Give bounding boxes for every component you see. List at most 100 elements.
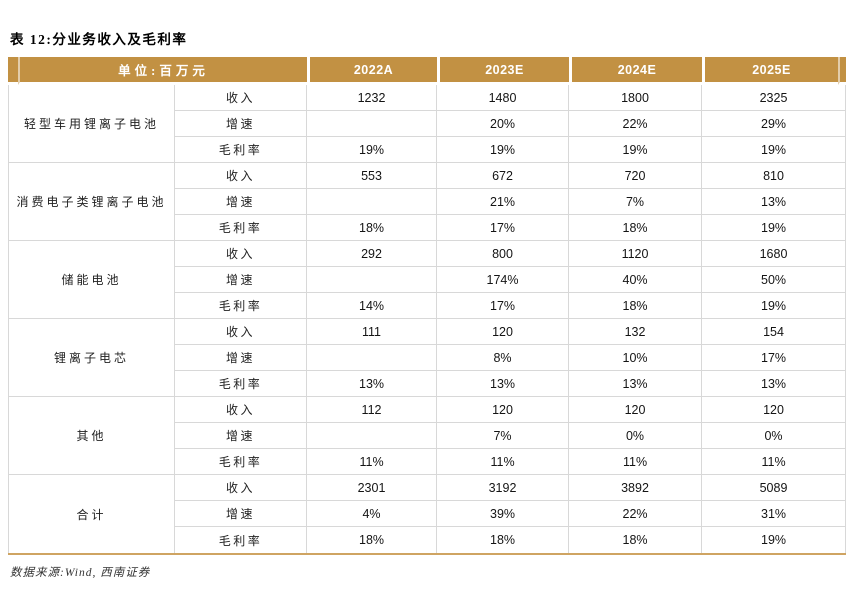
table-cell: 292 xyxy=(307,241,438,267)
unit-header-cell: 单位:百万元 xyxy=(18,57,308,85)
table-cell: 8% xyxy=(437,345,570,371)
table-cell: 111 xyxy=(307,319,438,345)
table-cell: 11% xyxy=(307,449,438,475)
group-name-total: 合计 xyxy=(8,475,175,553)
table-cell: 13% xyxy=(702,371,847,397)
table-cell xyxy=(307,189,438,215)
metric-label: 收入 xyxy=(175,241,308,267)
table-row: 增速 7% 0% 0% xyxy=(8,423,847,449)
segment-revenue-table: 单位:百万元 2022A 2023E 2024E 2025E 轻型车用锂离子电池… xyxy=(8,57,847,555)
table-row: 毛利率 14% 17% 18% 19% xyxy=(8,293,847,319)
table-row: 毛利率 18% 18% 18% 19% xyxy=(8,527,847,553)
table-header-row: 单位:百万元 2022A 2023E 2024E 2025E xyxy=(8,57,847,85)
table-cell: 18% xyxy=(569,527,703,553)
table-cell: 3192 xyxy=(437,475,570,501)
metric-label: 收入 xyxy=(175,163,308,189)
table-cell: 0% xyxy=(569,423,703,449)
table-cell: 13% xyxy=(569,371,703,397)
table-cell: 2325 xyxy=(702,85,847,111)
table-cell: 17% xyxy=(437,293,570,319)
table-cell: 7% xyxy=(569,189,703,215)
table-cell: 14% xyxy=(307,293,438,319)
group-name-other: 其他 xyxy=(8,397,175,475)
table-cell: 19% xyxy=(702,137,847,163)
table-cell: 120 xyxy=(437,319,570,345)
column-header-2023e: 2023E xyxy=(437,57,570,85)
table-cell: 19% xyxy=(702,527,847,553)
table-cell: 672 xyxy=(437,163,570,189)
table-cell: 3892 xyxy=(569,475,703,501)
table-cell: 40% xyxy=(569,267,703,293)
table-cell: 29% xyxy=(702,111,847,137)
metric-label: 收入 xyxy=(175,319,308,345)
header-strip-left xyxy=(8,57,18,85)
table-cell: 4% xyxy=(307,501,438,527)
table-row: 储能电池 收入 292 800 1120 1680 xyxy=(8,241,847,319)
table-row: 锂离子电芯 收入 111 120 132 154 xyxy=(8,319,847,397)
group-name-light-vehicle: 轻型车用锂离子电池 xyxy=(8,85,175,163)
group-name-energy-storage: 储能电池 xyxy=(8,241,175,319)
table-row: 毛利率 11% 11% 11% 11% xyxy=(8,449,847,475)
header-strip-right xyxy=(838,57,847,85)
table-row: 其他 收入 112 120 120 120 xyxy=(8,397,847,475)
metric-label: 增速 xyxy=(175,501,308,527)
table-cell: 13% xyxy=(437,371,570,397)
table-cell: 112 xyxy=(307,397,438,423)
table-row: 增速 21% 7% 13% xyxy=(8,189,847,215)
metric-label: 毛利率 xyxy=(175,371,308,397)
table-cell: 1480 xyxy=(437,85,570,111)
table-cell: 22% xyxy=(569,501,703,527)
metric-label: 增速 xyxy=(175,267,308,293)
metric-label: 毛利率 xyxy=(175,293,308,319)
table-row: 增速 174% 40% 50% xyxy=(8,267,847,293)
table-cell: 1680 xyxy=(702,241,847,267)
table-cell xyxy=(307,111,438,137)
table-cell: 11% xyxy=(702,449,847,475)
table-cell: 5089 xyxy=(702,475,847,501)
metric-label: 增速 xyxy=(175,189,308,215)
metric-label: 毛利率 xyxy=(175,215,308,241)
table-cell: 18% xyxy=(307,215,438,241)
table-row: 毛利率 19% 19% 19% 19% xyxy=(8,137,847,163)
table-cell: 39% xyxy=(437,501,570,527)
metric-label: 增速 xyxy=(175,423,308,449)
table-cell: 120 xyxy=(702,397,847,423)
data-source: 数据来源:Wind, 西南证券 xyxy=(10,567,151,579)
table-cell: 10% xyxy=(569,345,703,371)
table-cell xyxy=(307,423,438,449)
table-cell: 18% xyxy=(307,527,438,553)
metric-label: 收入 xyxy=(175,85,308,111)
metric-label: 毛利率 xyxy=(175,137,308,163)
table-row: 消费电子类锂离子电池 收入 553 672 720 810 xyxy=(8,163,847,241)
table-row: 毛利率 18% 17% 18% 19% xyxy=(8,215,847,241)
table-cell: 17% xyxy=(702,345,847,371)
table-cell: 31% xyxy=(702,501,847,527)
table-cell: 13% xyxy=(702,189,847,215)
group-name-consumer-electronics: 消费电子类锂离子电池 xyxy=(8,163,175,241)
table-cell: 553 xyxy=(307,163,438,189)
table-cell xyxy=(307,267,438,293)
table-cell: 11% xyxy=(437,449,570,475)
table-cell: 1120 xyxy=(569,241,703,267)
metric-label: 毛利率 xyxy=(175,449,308,475)
column-header-2022a: 2022A xyxy=(307,57,438,85)
metric-label: 增速 xyxy=(175,345,308,371)
table-cell: 22% xyxy=(569,111,703,137)
table-cell: 11% xyxy=(569,449,703,475)
table-cell: 120 xyxy=(569,397,703,423)
table-cell: 50% xyxy=(702,267,847,293)
table-row: 合计 收入 2301 3192 3892 5089 xyxy=(8,475,847,553)
table-cell: 20% xyxy=(437,111,570,137)
table-cell: 1800 xyxy=(569,85,703,111)
table-cell: 13% xyxy=(307,371,438,397)
table-cell: 18% xyxy=(437,527,570,553)
table-cell: 154 xyxy=(702,319,847,345)
table-cell: 18% xyxy=(569,293,703,319)
table-row: 增速 4% 39% 22% 31% xyxy=(8,501,847,527)
table-cell: 21% xyxy=(437,189,570,215)
table-cell: 810 xyxy=(702,163,847,189)
table-title: 表 12:分业务收入及毛利率 xyxy=(10,32,188,47)
metric-label: 收入 xyxy=(175,397,308,423)
table-cell: 0% xyxy=(702,423,847,449)
